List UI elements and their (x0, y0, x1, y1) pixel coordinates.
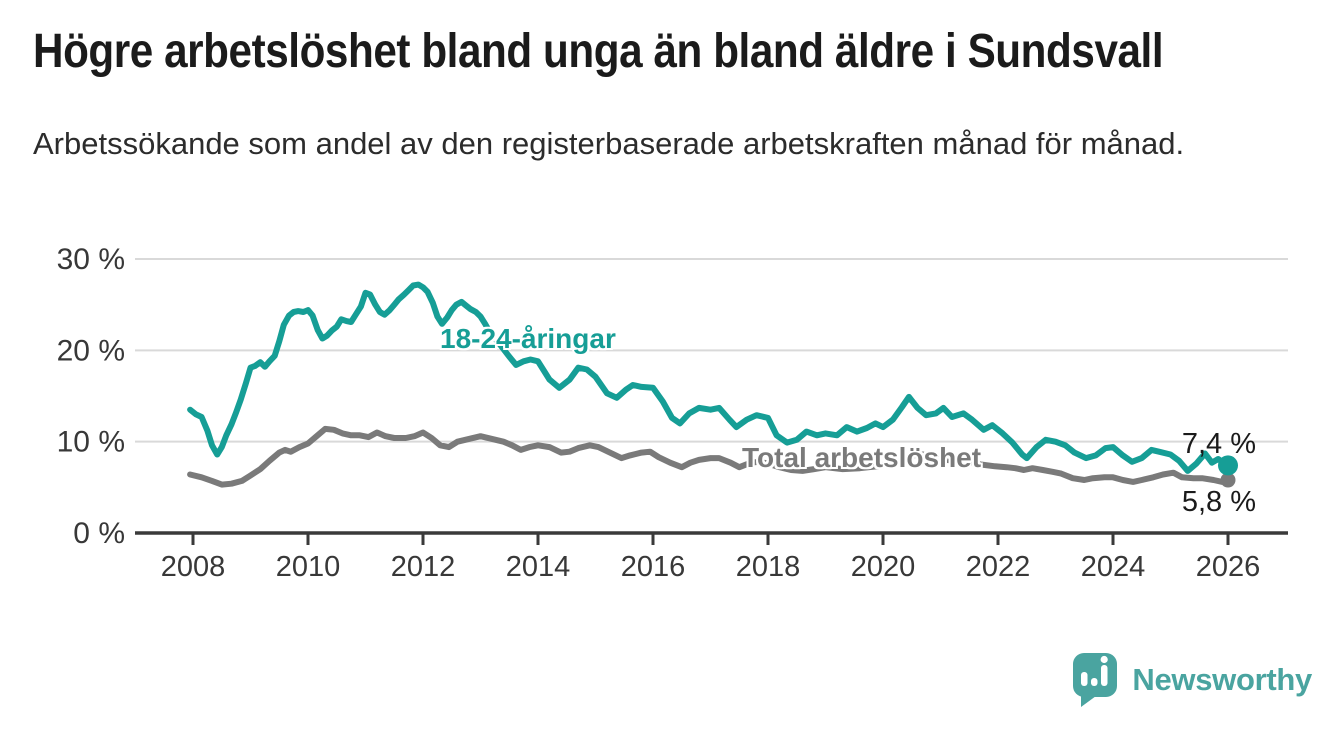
x-tick-label: 2018 (736, 551, 801, 583)
x-tick-label: 2022 (966, 551, 1031, 583)
series-end-dot-total (1220, 472, 1236, 488)
x-tick-label: 2014 (506, 551, 571, 583)
x-tick-label: 2012 (391, 551, 456, 583)
y-tick-label: 10 % (57, 426, 125, 459)
end-value-label-young: 7,4 % (1181, 428, 1256, 460)
y-tick-label: 20 % (57, 334, 125, 367)
brand-name: Newsworthy (1132, 661, 1312, 697)
series-line-total (187, 425, 1231, 488)
x-tick-label: 2010 (276, 551, 341, 583)
x-tick-label: 2024 (1081, 551, 1146, 583)
y-tick-label: 30 % (57, 243, 125, 276)
bar-chart-speech-bubble-icon (1073, 652, 1118, 707)
page-title: Högre arbetslöshet bland unga än bland ä… (33, 25, 1164, 78)
y-tick-label: 0 % (73, 517, 125, 550)
chart-subtitle: Arbetssökande som andel av den registerb… (33, 126, 1185, 161)
x-tick-label: 2026 (1196, 551, 1261, 583)
newsworthy-logo: Newsworthy (1071, 650, 1312, 708)
x-tick-label: 2008 (161, 551, 226, 583)
series-label-young: 18-24-åringar (440, 323, 616, 354)
series-label-total: Total arbetslöshet (742, 442, 982, 473)
series-end-dot-young (1218, 455, 1238, 476)
x-tick-label: 2020 (851, 551, 916, 583)
series-line-young (187, 281, 1231, 474)
end-value-label-total: 5,8 % (1181, 486, 1256, 518)
x-tick-label: 2016 (621, 551, 686, 583)
